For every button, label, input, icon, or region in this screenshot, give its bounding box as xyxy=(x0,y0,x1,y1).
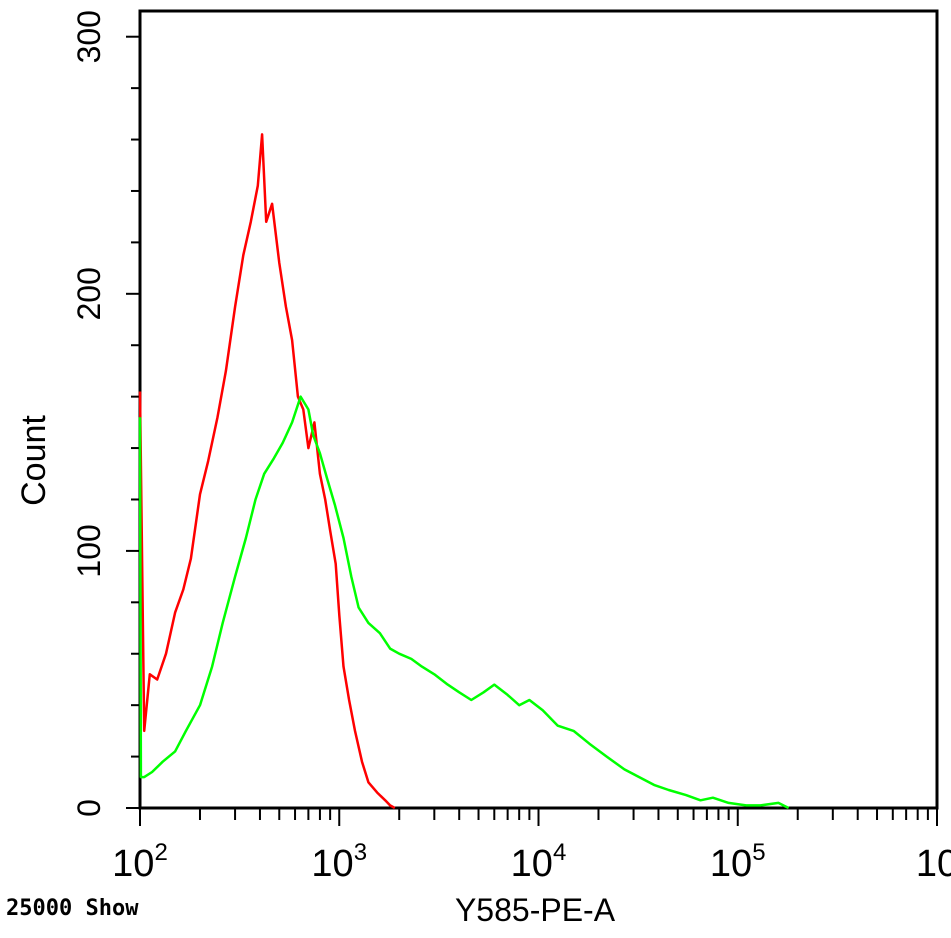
x-axis-ticks: 102 103 104 105 10 xyxy=(112,808,951,885)
event-count-note: 25000 Show xyxy=(6,896,139,921)
x-tick-label: 10 xyxy=(916,843,951,885)
y-tick-label: 100 xyxy=(71,524,107,577)
y-tick-label: 200 xyxy=(71,267,107,320)
y-axis-ticks: 0 100 200 300 xyxy=(71,10,140,817)
y-axis-label: Count xyxy=(14,414,53,506)
series-line-1 xyxy=(138,133,396,810)
x-tick-label: 103 xyxy=(311,839,367,885)
y-axis-label-wrap: Count xyxy=(6,300,62,620)
y-tick-label: 0 xyxy=(71,799,107,817)
plot-frame xyxy=(138,9,939,810)
x-tick-label: 104 xyxy=(511,839,567,885)
y-tick-label: 300 xyxy=(71,10,107,63)
series-layer xyxy=(138,133,790,810)
x-axis-label: Y585-PE-A xyxy=(454,892,616,928)
x-tick-label: 102 xyxy=(112,839,168,885)
series-line-2 xyxy=(138,395,790,810)
x-tick-label: 105 xyxy=(710,839,766,885)
